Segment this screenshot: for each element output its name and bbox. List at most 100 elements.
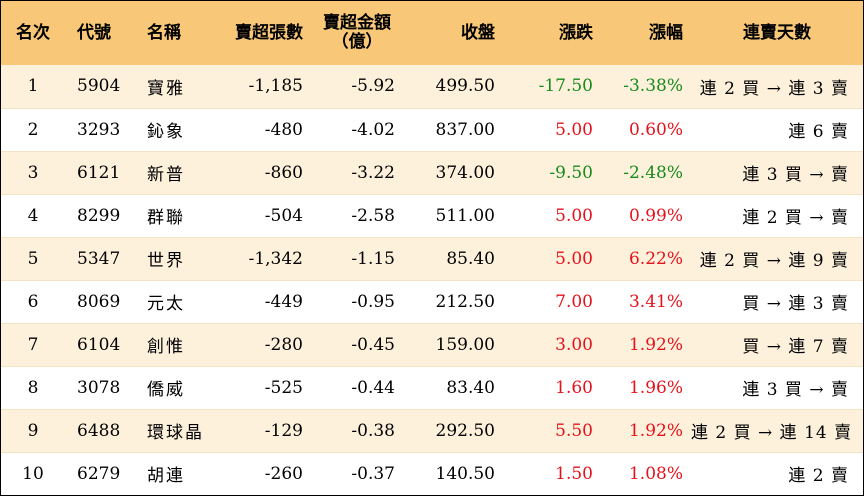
cell-change: 7.00 bbox=[503, 279, 601, 323]
cell-streak: 連 2 賣 bbox=[691, 451, 863, 495]
cell-rank: 9 bbox=[1, 408, 65, 452]
cell-streak: 買 → 連 3 賣 bbox=[691, 279, 863, 323]
cell-name: 新普 bbox=[127, 150, 211, 194]
cell-name: 元太 bbox=[127, 279, 211, 323]
cell-code: 3293 bbox=[65, 107, 127, 151]
table-row: 7 6104 創惟 -280 -0.45 159.00 3.00 1.92% 買 → 連 7 賣 bbox=[1, 322, 863, 366]
table-row: 8 3078 僑威 -525 -0.44 83.40 1.60 1.96% 連 3 買 → 賣 bbox=[1, 365, 863, 409]
cell-short-amount: -0.45 bbox=[311, 322, 403, 366]
cell-change-pct: 0.60% bbox=[601, 107, 691, 151]
cell-short-amount: -1.15 bbox=[311, 236, 403, 280]
table-row: 5 5347 世界 -1,342 -1.15 85.40 5.00 6.22% 連 2 買 → … bbox=[1, 236, 863, 280]
table-row: 3 6121 新普 -860 -3.22 374.00 -9.50 -2.48% 連 3 買 →… bbox=[1, 150, 863, 194]
header-close: 收盤 bbox=[461, 22, 495, 43]
header-code: 代號 bbox=[77, 22, 111, 43]
cell-change: 1.50 bbox=[503, 451, 601, 495]
header-short-amount: 賣超金額 （億） bbox=[311, 1, 403, 65]
cell-short-shares: -860 bbox=[211, 150, 311, 194]
cell-rank: 6 bbox=[1, 279, 65, 323]
cell-change-pct: 1.08% bbox=[601, 451, 691, 495]
cell-streak: 連 2 買 → 連 3 賣 bbox=[699, 78, 849, 99]
cell-close: 159.00 bbox=[403, 322, 503, 366]
cell-code: 6121 bbox=[65, 150, 127, 194]
cell-code: 8069 bbox=[65, 279, 127, 323]
cell-close: 292.50 bbox=[403, 408, 503, 452]
header-row: 名次 代號 名稱 賣超張數 賣超金額 （億） 收盤 漲跌 漲幅 連賣天數 bbox=[1, 1, 863, 65]
cell-change: 1.60 bbox=[503, 365, 601, 409]
cell-close: 837.00 bbox=[403, 107, 503, 151]
cell-short-shares: -480 bbox=[211, 107, 311, 151]
cell-change: 5.50 bbox=[503, 408, 601, 452]
cell-rank: 1 bbox=[27, 76, 39, 97]
header-streak: 連賣天數 bbox=[743, 22, 811, 43]
cell-short-amount: -3.22 bbox=[311, 150, 403, 194]
cell-name: 寶雅 bbox=[147, 78, 185, 99]
cell-short-amount: -5.92 bbox=[351, 76, 395, 97]
cell-change: -17.50 bbox=[538, 76, 593, 97]
cell-short-shares: -260 bbox=[211, 451, 311, 495]
cell-change-pct: 3.41% bbox=[601, 279, 691, 323]
cell-close: 83.40 bbox=[403, 365, 503, 409]
header-short-amount-title: 賣超金額 bbox=[323, 13, 391, 33]
cell-short-amount: -0.44 bbox=[311, 365, 403, 409]
cell-short-amount: -4.02 bbox=[311, 107, 403, 151]
cell-name: 胡連 bbox=[127, 451, 211, 495]
cell-short-shares: -129 bbox=[211, 408, 311, 452]
cell-change: 3.00 bbox=[503, 322, 601, 366]
cell-code: 3078 bbox=[65, 365, 127, 409]
cell-name: 鈊象 bbox=[127, 107, 211, 151]
cell-rank: 3 bbox=[1, 150, 65, 194]
cell-short-amount: -2.58 bbox=[311, 193, 403, 237]
cell-short-shares: -504 bbox=[211, 193, 311, 237]
table-header: 名次 代號 名稱 賣超張數 賣超金額 （億） 收盤 漲跌 漲幅 連賣天數 bbox=[1, 1, 863, 65]
cell-code: 8299 bbox=[65, 193, 127, 237]
cell-streak: 買 → 連 7 賣 bbox=[691, 322, 863, 366]
cell-change-pct: -3.38% bbox=[623, 76, 683, 97]
cell-name: 群聯 bbox=[127, 193, 211, 237]
cell-change-pct: 6.22% bbox=[601, 236, 691, 280]
cell-short-shares: -1,342 bbox=[211, 236, 311, 280]
cell-change-pct: 1.96% bbox=[601, 365, 691, 409]
cell-short-amount: -0.95 bbox=[311, 279, 403, 323]
cell-streak: 連 2 買 → 賣 bbox=[691, 193, 863, 237]
table-row: 1 5904 寶雅 -1,185 -5.92 499.50 -17.50 -3.38% 連 2 … bbox=[1, 65, 863, 108]
header-short-shares: 賣超張數 bbox=[235, 22, 303, 43]
cell-name: 環球晶 bbox=[127, 408, 211, 452]
cell-streak: 連 3 買 → 賣 bbox=[691, 365, 863, 409]
cell-rank: 7 bbox=[1, 322, 65, 366]
header-change: 漲跌 bbox=[559, 22, 593, 43]
table-row: 9 6488 環球晶 -129 -0.38 292.50 5.50 1.92% 連 2 買 → … bbox=[1, 408, 863, 452]
cell-change-pct: 1.92% bbox=[601, 408, 691, 452]
cell-close: 212.50 bbox=[403, 279, 503, 323]
table-row: 10 6279 胡連 -260 -0.37 140.50 1.50 1.08% 連 2 賣 bbox=[1, 451, 863, 495]
cell-streak: 連 3 買 → 賣 bbox=[691, 150, 863, 194]
cell-change-pct: -2.48% bbox=[601, 150, 691, 194]
header-name: 名稱 bbox=[147, 22, 181, 43]
cell-rank: 10 bbox=[1, 451, 65, 495]
cell-rank: 2 bbox=[1, 107, 65, 151]
cell-short-shares: -449 bbox=[211, 279, 311, 323]
cell-close: 511.00 bbox=[403, 193, 503, 237]
cell-close: 374.00 bbox=[403, 150, 503, 194]
table-row: 2 3293 鈊象 -480 -4.02 837.00 5.00 0.60% 連 6 賣 bbox=[1, 107, 863, 151]
cell-short-amount: -0.37 bbox=[311, 451, 403, 495]
cell-code: 5904 bbox=[77, 76, 121, 97]
header-short-amount-unit: （億） bbox=[331, 32, 383, 52]
header-change-pct: 漲幅 bbox=[649, 22, 683, 43]
cell-change: 5.00 bbox=[503, 107, 601, 151]
cell-short-shares: -1,185 bbox=[248, 76, 303, 97]
table-row: 6 8069 元太 -449 -0.95 212.50 7.00 3.41% 買 → 連 3 賣 bbox=[1, 279, 863, 323]
cell-change: 5.00 bbox=[503, 236, 601, 280]
cell-close: 140.50 bbox=[403, 451, 503, 495]
cell-name: 創惟 bbox=[127, 322, 211, 366]
cell-rank: 5 bbox=[1, 236, 65, 280]
header-rank: 名次 bbox=[16, 22, 50, 43]
cell-code: 6488 bbox=[65, 408, 127, 452]
cell-short-shares: -280 bbox=[211, 322, 311, 366]
cell-code: 6279 bbox=[65, 451, 127, 495]
table-body: 1 5904 寶雅 -1,185 -5.92 499.50 -17.50 -3.38% 連 2 … bbox=[1, 65, 863, 495]
cell-short-amount: -0.38 bbox=[311, 408, 403, 452]
cell-name: 世界 bbox=[127, 236, 211, 280]
